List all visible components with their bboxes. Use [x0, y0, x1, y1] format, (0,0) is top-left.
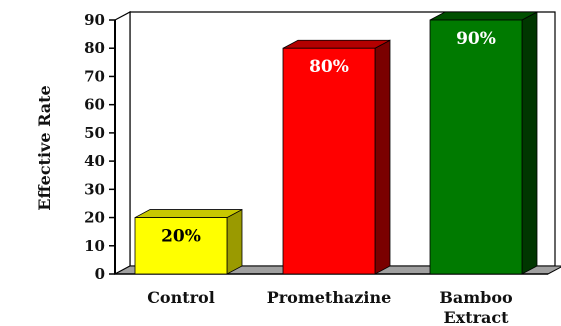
y-tick-label: 40 [84, 152, 105, 170]
bar-top [282, 39, 391, 49]
bar-data-label: 20% [161, 227, 201, 247]
bar-face [282, 47, 376, 275]
bar-data-label: 90% [456, 29, 496, 49]
bar-top [134, 209, 243, 218]
y-tick-label: 10 [84, 237, 105, 255]
x-category-label: Bamboo Extract [439, 288, 513, 326]
x-category-label: Promethazine [267, 288, 392, 307]
tick-labels-layer: 0 10 20 30 40 50 60 70 80 90 [84, 11, 105, 283]
category-labels-layer: Control Promethazine Bamboo Extract [147, 288, 513, 326]
y-tick-label: 90 [84, 11, 105, 29]
side-wall [114, 11, 131, 275]
y-tick-label: 50 [84, 124, 105, 142]
bar-data-label: 80% [309, 57, 349, 77]
y-axis-label: Effective Rate [35, 85, 54, 210]
y-tick-label: 60 [84, 96, 105, 114]
bar-side [521, 11, 538, 275]
bar-side [374, 39, 391, 275]
bar-promethazine: 80% [282, 39, 391, 275]
bar-top [429, 11, 538, 21]
bar-control: 20% [134, 208, 243, 275]
x-category-label: Control [147, 288, 215, 307]
bar-bamboo-extract: 90% [429, 11, 538, 275]
y-tick-label: 30 [84, 180, 105, 198]
bars-layer: 20% 80% 90% [134, 11, 538, 275]
y-tick-label: 20 [84, 209, 105, 227]
y-tick-label: 70 [84, 67, 105, 85]
bar-face [429, 19, 523, 275]
bar-face [134, 217, 228, 275]
bar-side [226, 208, 243, 275]
y-tick-label: 80 [84, 39, 105, 57]
y-tick-label: 0 [95, 265, 105, 283]
